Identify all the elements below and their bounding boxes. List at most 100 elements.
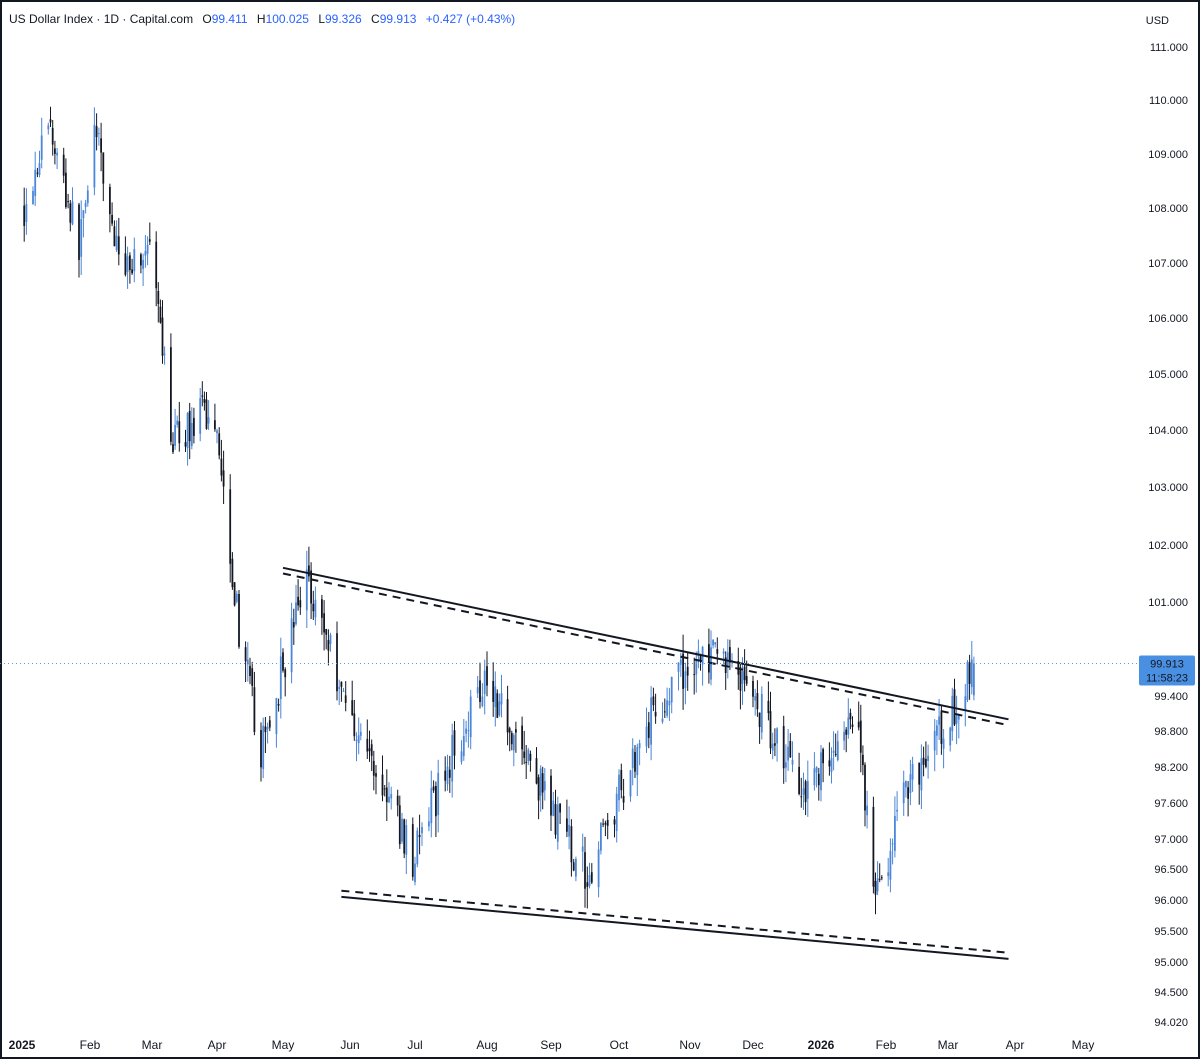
y-tick-label: 98.800 bbox=[1154, 726, 1188, 738]
candle-body bbox=[575, 859, 577, 877]
candle-body bbox=[927, 755, 929, 761]
candle-body bbox=[602, 823, 604, 825]
candle-body bbox=[476, 687, 479, 694]
y-tick-label: 99.400 bbox=[1154, 691, 1188, 703]
candle-body bbox=[336, 633, 338, 692]
candle-body bbox=[492, 681, 495, 702]
candle-body bbox=[686, 666, 689, 676]
candle-body bbox=[613, 819, 616, 825]
candle-body bbox=[862, 754, 864, 766]
candle-body bbox=[682, 653, 684, 689]
y-tick-label: 103.000 bbox=[1148, 482, 1188, 494]
candle-body bbox=[622, 796, 625, 803]
candle-body bbox=[849, 712, 852, 720]
candle-body bbox=[677, 662, 680, 672]
candle-body bbox=[460, 751, 463, 762]
candle-body bbox=[115, 235, 118, 250]
candle-body bbox=[957, 714, 960, 720]
candle-body bbox=[435, 786, 437, 817]
candle-body bbox=[297, 596, 299, 606]
candle-body bbox=[260, 730, 262, 768]
candle-body bbox=[620, 770, 623, 791]
candle-body bbox=[222, 470, 225, 487]
candle-body bbox=[148, 239, 151, 242]
candle-body bbox=[836, 741, 839, 760]
candle-body bbox=[323, 613, 325, 633]
candle-body bbox=[654, 711, 657, 717]
candle-body bbox=[650, 697, 652, 745]
candle-body bbox=[446, 766, 449, 785]
candle-body bbox=[891, 843, 894, 845]
candle-body bbox=[693, 674, 696, 676]
candle-body bbox=[65, 172, 67, 207]
candle-body bbox=[207, 417, 210, 424]
candle-body bbox=[430, 788, 433, 824]
x-tick-label: May bbox=[1072, 1038, 1095, 1052]
candle-body bbox=[933, 730, 936, 751]
candle-body bbox=[949, 727, 952, 746]
y-tick-label: 107.000 bbox=[1148, 258, 1188, 270]
candle-body bbox=[925, 758, 927, 767]
x-tick-label: 2025 bbox=[9, 1038, 36, 1052]
candle-body bbox=[760, 694, 763, 733]
candle-body bbox=[813, 768, 816, 786]
candle-body bbox=[767, 700, 770, 714]
candle-body bbox=[508, 728, 511, 733]
candle-body bbox=[310, 570, 312, 604]
candle-body bbox=[401, 818, 403, 842]
candle-body bbox=[67, 201, 69, 203]
candle-body bbox=[666, 700, 668, 716]
candle-body bbox=[411, 824, 414, 877]
candle-body bbox=[368, 748, 371, 752]
candle-body bbox=[144, 251, 147, 256]
candle-body bbox=[437, 772, 440, 816]
candle-body bbox=[828, 760, 831, 767]
candle-body bbox=[880, 877, 883, 879]
candle-body bbox=[38, 163, 41, 175]
candle-body bbox=[907, 787, 909, 799]
candle-body bbox=[201, 395, 204, 397]
candle-body bbox=[340, 681, 343, 687]
candle-body bbox=[629, 770, 632, 797]
candle-body bbox=[714, 642, 717, 645]
candle-body bbox=[100, 138, 102, 153]
candle-body bbox=[606, 820, 609, 826]
open-label: O bbox=[202, 12, 212, 26]
candle-body bbox=[804, 781, 807, 803]
candle-body bbox=[584, 852, 586, 889]
candle-body bbox=[82, 210, 85, 219]
candle-body bbox=[726, 652, 729, 667]
y-tick-label: 94.020 bbox=[1154, 1017, 1188, 1029]
candle-body bbox=[71, 201, 74, 225]
candle-body bbox=[178, 421, 181, 444]
candle-body bbox=[62, 154, 65, 176]
candle-body bbox=[802, 788, 805, 795]
candle-body bbox=[314, 599, 317, 618]
candle-body bbox=[864, 764, 866, 811]
candle-body bbox=[739, 667, 742, 691]
candle-body bbox=[758, 712, 761, 727]
x-tick-label: Oct bbox=[610, 1038, 629, 1052]
candle-body bbox=[559, 803, 561, 813]
candle-body bbox=[34, 169, 37, 196]
candle-body bbox=[843, 731, 845, 741]
candle-body bbox=[388, 796, 390, 803]
candle-body bbox=[597, 849, 600, 888]
y-tick-label: 106.000 bbox=[1148, 313, 1188, 325]
candle-body bbox=[36, 172, 39, 174]
price-tag-countdown: 11:58:23 bbox=[1146, 673, 1188, 685]
candle-body bbox=[521, 725, 523, 750]
x-tick-label: Jun bbox=[340, 1038, 359, 1052]
candle-body bbox=[820, 752, 822, 791]
candle-body bbox=[525, 761, 528, 763]
candle-body bbox=[486, 666, 488, 686]
candle-body bbox=[586, 882, 589, 887]
candle-body bbox=[268, 720, 271, 728]
candle-body bbox=[133, 249, 136, 272]
candle-body bbox=[174, 425, 176, 446]
candle-body bbox=[428, 821, 430, 827]
candle-body bbox=[220, 458, 223, 476]
candle-body bbox=[535, 758, 538, 784]
